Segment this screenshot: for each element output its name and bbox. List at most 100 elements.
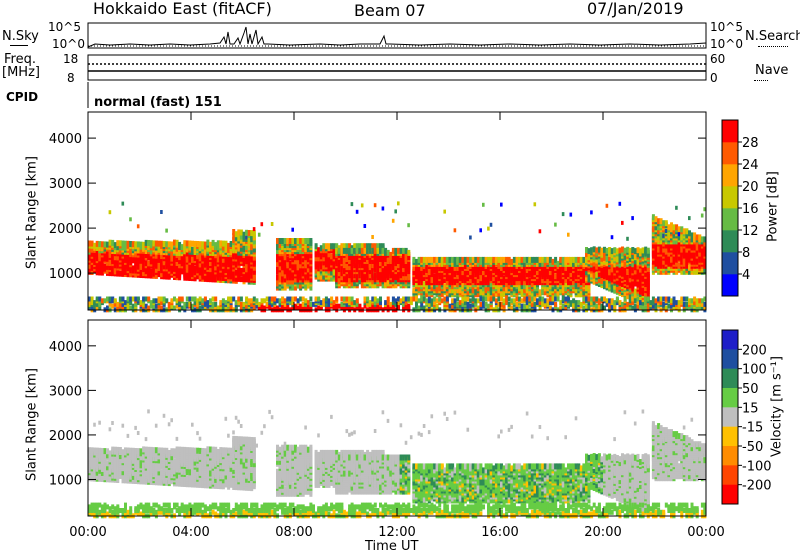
heatmap-cell	[386, 262, 390, 269]
heatmap-cell	[247, 230, 251, 236]
heatmap-cell	[628, 247, 632, 254]
heatmap-cell	[203, 273, 207, 280]
heatmap-cell	[646, 296, 650, 302]
heatmap-cell	[373, 300, 377, 306]
heatmap-cell	[260, 222, 264, 227]
heatmap-cell	[149, 300, 153, 306]
heatmap-cell	[288, 300, 292, 306]
heatmap-cell	[178, 296, 182, 302]
heatmap-cell	[561, 303, 565, 309]
heatmap-cell	[281, 262, 285, 269]
heatmap-cell	[587, 296, 591, 302]
heatmap-cell	[371, 296, 375, 302]
heatmap-cell	[427, 283, 431, 290]
heatmap-cell	[340, 247, 344, 254]
heatmap-cell	[276, 242, 279, 249]
heatmap-cell	[201, 298, 205, 304]
heatmap-cell	[100, 298, 104, 304]
heatmap-cell	[415, 296, 418, 302]
heatmap-cell	[291, 278, 295, 285]
heatmap-cell	[670, 242, 673, 249]
heatmap-cell	[585, 247, 588, 253]
heatmap-cell	[608, 281, 612, 288]
heatmap-cell	[639, 278, 642, 285]
heatmap-cell	[548, 265, 552, 271]
heatmap-cell	[371, 247, 375, 254]
heatmap-cell	[525, 291, 529, 298]
heatmap-cell	[404, 300, 408, 306]
heatmap-cell	[574, 303, 578, 309]
heatmap-cell	[394, 301, 398, 307]
heatmap-cell	[402, 274, 406, 281]
heatmap-cell	[556, 260, 560, 267]
heatmap-cell	[209, 266, 212, 273]
heatmap-cell	[533, 202, 537, 207]
heatmap-cell	[131, 296, 135, 302]
heatmap-cell	[314, 243, 318, 250]
heatmap-cell	[623, 296, 627, 302]
heatmap-cell	[672, 301, 676, 307]
heatmap-cell	[597, 303, 601, 309]
heatmap-cell	[335, 247, 339, 254]
heatmap-cell	[430, 298, 434, 304]
heatmap-cell	[355, 256, 359, 262]
heatmap-cell	[412, 296, 416, 302]
heatmap-cell	[476, 256, 480, 263]
heatmap-cell	[500, 296, 503, 302]
heatmap-cell	[536, 256, 539, 263]
heatmap-cell	[247, 298, 251, 304]
heatmap-cell	[206, 263, 210, 270]
heatmap-cell	[489, 281, 493, 288]
heatmap-cell	[458, 275, 462, 282]
heatmap-cell	[381, 206, 385, 211]
heatmap-cell	[224, 244, 228, 251]
heatmap-cell	[118, 254, 122, 261]
heatmap-cell	[458, 300, 462, 306]
heatmap-cell	[502, 275, 506, 282]
heatmap-cell	[193, 296, 197, 302]
heatmap-cell	[533, 283, 537, 290]
heatmap-cell	[479, 296, 483, 302]
heatmap-cell	[518, 265, 521, 271]
heatmap-cell	[165, 259, 169, 266]
heatmap-cell	[88, 296, 91, 302]
heatmap-cell	[198, 261, 202, 268]
heatmap-cell	[415, 258, 418, 265]
heatmap-cell	[136, 296, 140, 302]
heatmap-cell	[379, 296, 382, 302]
heatmap-cell	[613, 300, 617, 306]
heatmap-cell	[494, 305, 498, 311]
heatmap-cell	[211, 301, 215, 307]
heatmap-cell	[664, 246, 668, 253]
heatmap-cell	[183, 270, 187, 277]
heatmap-cell	[597, 246, 601, 253]
heatmap-cell	[340, 243, 344, 250]
heatmap-cell	[221, 298, 225, 304]
heatmap-cell	[332, 247, 336, 254]
heatmap-cell	[425, 256, 429, 263]
heatmap-cell	[142, 241, 146, 248]
heatmap-cell	[276, 274, 279, 281]
heatmap-cell	[188, 296, 192, 302]
heatmap-cell	[391, 276, 395, 283]
heatmap-cell	[90, 240, 94, 247]
heatmap-cell	[245, 235, 248, 240]
heatmap-cell	[203, 241, 207, 248]
heatmap-cell	[412, 287, 416, 294]
heatmap-cell	[664, 296, 668, 302]
heatmap-cell	[160, 248, 164, 255]
heatmap-cell	[543, 265, 547, 271]
heatmap-cell	[639, 296, 642, 303]
heatmap-cell	[332, 261, 336, 268]
heatmap-cell	[561, 287, 565, 294]
heatmap-cell	[466, 301, 470, 307]
heatmap-cell	[206, 300, 210, 306]
heatmap-cell	[608, 267, 612, 274]
heatmap-cell	[546, 277, 550, 284]
heatmap-cell	[500, 301, 503, 307]
heatmap-cell	[603, 296, 606, 302]
heatmap-cell	[121, 301, 125, 307]
heatmap-cell	[453, 298, 457, 304]
heatmap-cell	[250, 248, 254, 255]
heatmap-cell	[515, 269, 519, 276]
